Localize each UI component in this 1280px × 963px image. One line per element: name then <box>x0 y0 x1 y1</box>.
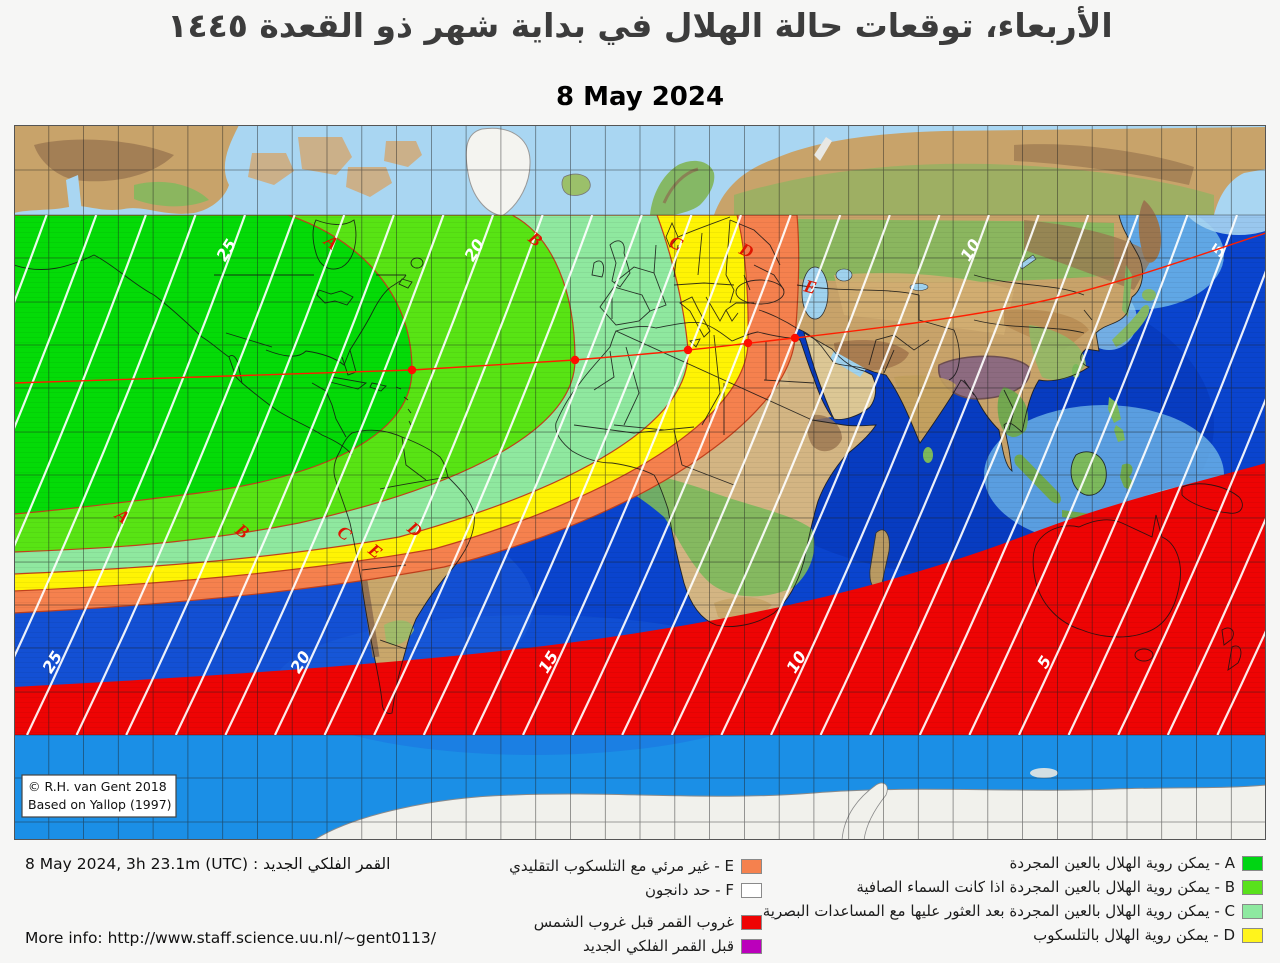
world-map: 25 20 10 5 25 20 15 10 5 A B C D E A B C D <box>14 125 1266 840</box>
legend-item: غروب القمر قبل غروب الشمس <box>509 910 762 934</box>
legend-swatch <box>1242 855 1263 871</box>
legend-swatch <box>741 858 762 874</box>
legend-middle-column: E - غير مرئي مع التلسكوب التقليدي F - حد… <box>509 854 762 958</box>
legend-item: A - يمكن روية الهلال بالعين المجردة <box>763 851 1263 875</box>
crescent-visibility-map: 25 20 10 525 20 15 10 5 A B C D E A B C D <box>14 125 1266 840</box>
legend-right-column: A - يمكن روية الهلال بالعين المجردة B - … <box>763 851 1263 947</box>
graticule <box>14 125 1266 840</box>
more-info-text: More info: http://www.staff.science.uu.n… <box>25 929 436 947</box>
legend-item: B - يمكن روية الهلال بالعين المجردة اذا … <box>763 875 1263 899</box>
contour-lines <box>14 215 1266 735</box>
legend-label: F - حد دانجون <box>645 881 734 899</box>
legend-label: B - يمكن روية الهلال بالعين المجردة اذا … <box>856 878 1235 896</box>
legend-item: E - غير مرئي مع التلسكوب التقليدي <box>509 854 762 878</box>
page-title: الأربعاء، توقعات حالة الهلال في بداية شه… <box>167 6 1113 45</box>
legend-label: E - غير مرئي مع التلسكوب التقليدي <box>509 857 734 875</box>
legend-label: A - يمكن روية الهلال بالعين المجردة <box>1009 854 1235 872</box>
legend-item: C - يمكن روية الهلال بالعين المجردة بعد … <box>763 899 1263 923</box>
legend-swatch <box>741 882 762 898</box>
legend-label: D - يمكن روية الهلال بالتلسكوب <box>1033 926 1235 944</box>
legend-label: قبل القمر الفلكي الجديد <box>582 937 734 955</box>
svg-text:Based on Yallop (1997): Based on Yallop (1997) <box>28 797 172 812</box>
iceland <box>561 173 591 196</box>
legend-item: قبل القمر الفلكي الجديد <box>509 934 762 958</box>
svg-text:E: E <box>801 275 819 298</box>
legend-item: F - حد دانجون <box>509 878 762 902</box>
legend-swatch <box>741 914 762 930</box>
legend-swatch <box>1242 903 1263 919</box>
date-subtitle: 8 May 2024 <box>555 82 725 112</box>
legend-swatch <box>1242 927 1263 943</box>
legend-swatch <box>741 938 762 954</box>
svg-text:© R.H. van Gent 2018: © R.H. van Gent 2018 <box>28 779 167 794</box>
legend-swatch <box>1242 879 1263 895</box>
new-moon-time-text: 8 May 2024, 3h 23.1m (UTC) : القمر الفلك… <box>25 855 391 873</box>
legend-label: غروب القمر قبل غروب الشمس <box>533 913 734 931</box>
legend-item: D - يمكن روية الهلال بالتلسكوب <box>763 923 1263 947</box>
moon-apex-line <box>14 232 1266 384</box>
legend-label: C - يمكن روية الهلال بالعين المجردة بعد … <box>762 902 1235 920</box>
copyright-box: © R.H. van Gent 2018 Based on Yallop (19… <box>21 774 177 818</box>
